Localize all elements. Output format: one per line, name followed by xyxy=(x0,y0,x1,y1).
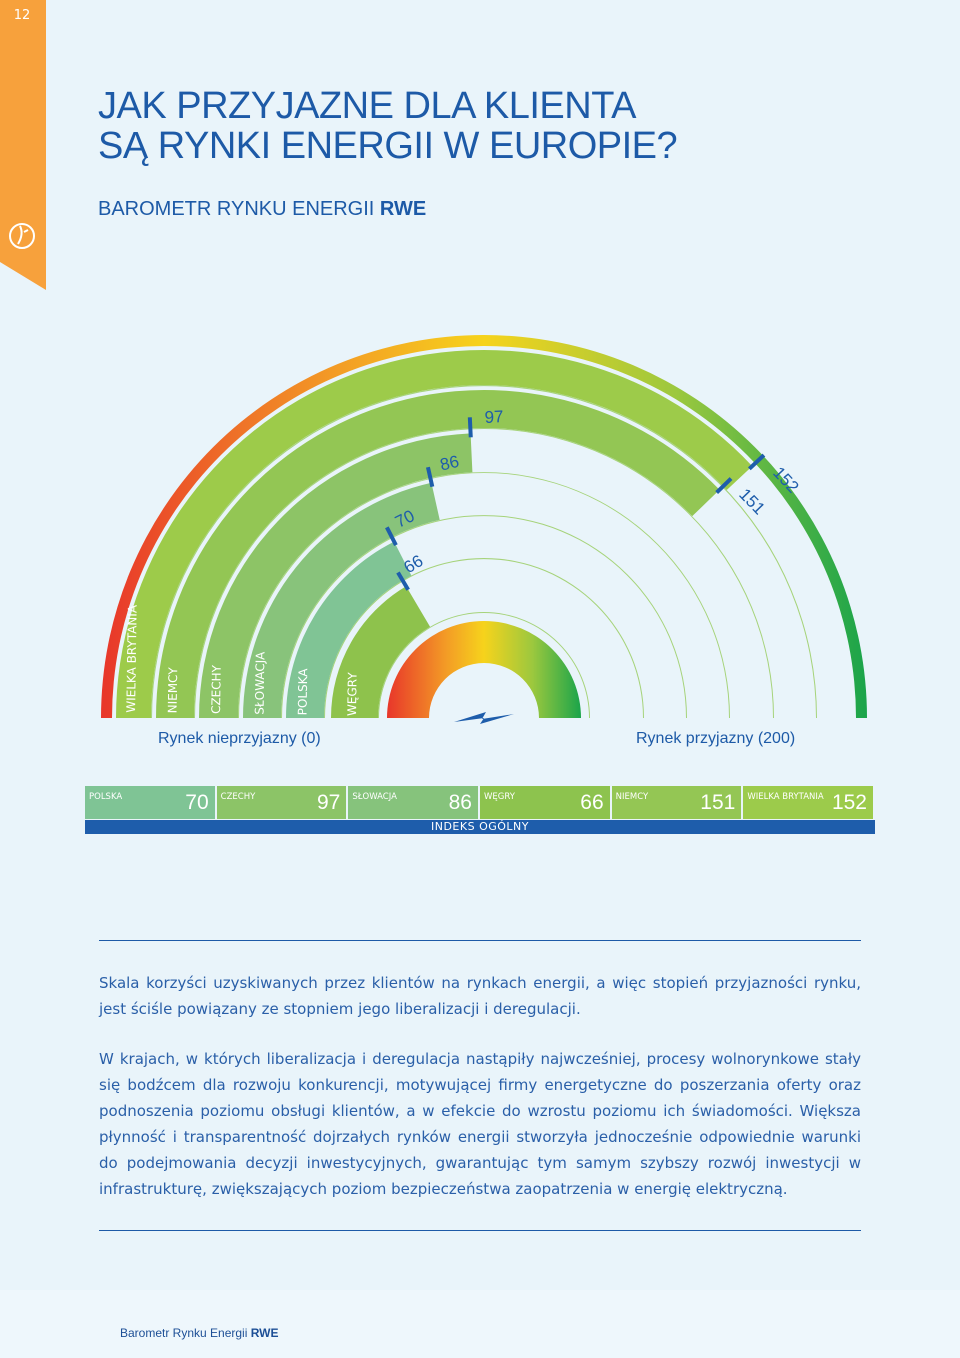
paragraph: W krajach, w których liberalizacja i der… xyxy=(99,1050,861,1198)
subtitle-text: BAROMETR RYNKU ENERGII xyxy=(98,198,375,220)
value-marker xyxy=(747,453,766,471)
index-value: 97 xyxy=(316,791,341,814)
index-value: 152 xyxy=(831,791,867,814)
arc-name: POLSKA xyxy=(296,668,311,716)
index-label: INDEKS OGÓLNY xyxy=(85,820,875,834)
footer-brand: RWE xyxy=(250,1326,279,1340)
paragraph: Skala korzyści uzyskiwanych przez klient… xyxy=(99,974,861,1018)
index-cell: CZECHY 97 xyxy=(216,786,347,819)
arc-bar xyxy=(156,390,720,718)
index-value: 151 xyxy=(700,791,736,814)
country: WIELKA BRYTANIA xyxy=(747,792,824,802)
min-label: Rynek nieprzyjazny (0) xyxy=(158,730,321,747)
arc-name: SŁOWACJA xyxy=(253,651,268,715)
country: POLSKA xyxy=(89,792,123,802)
subtitle-brand: RWE xyxy=(379,198,427,220)
index-value: 86 xyxy=(448,791,472,814)
subtitle: BAROMETR RYNKU ENERGII RWE xyxy=(98,198,426,221)
value-label: 86 xyxy=(438,452,461,475)
country: CZECHY xyxy=(220,792,256,802)
gauge-core xyxy=(387,621,581,718)
index-table: INDEKS OGÓLNY POLSKA 70 CZECHY 97 SŁOWACJA 86… xyxy=(85,786,875,835)
country: NIEMCY xyxy=(615,792,649,802)
index-cell: WIELKA BRYTANIA 152 xyxy=(743,786,873,819)
value-marker xyxy=(715,477,733,494)
index-value: 66 xyxy=(580,791,604,814)
value-label: 151 xyxy=(735,485,768,519)
index-cell: NIEMCY 151 xyxy=(611,786,742,819)
title: JAK PRZYJAZNE DLA KLIENTA SĄ RYNKI ENERG… xyxy=(98,85,678,167)
footer-text: Barometr Rynku Energii xyxy=(120,1326,248,1340)
index-cell: SŁOWACJA 86 xyxy=(348,786,478,819)
arc-name: NIEMCY xyxy=(166,667,181,714)
footer: Barometr Rynku Energii RWE xyxy=(120,1326,279,1340)
country: WĘGRY xyxy=(484,792,515,802)
arc-bar xyxy=(286,541,412,718)
value-marker xyxy=(396,571,410,591)
arc-name: WĘGRY xyxy=(345,672,360,717)
gauge-icon xyxy=(454,712,514,724)
country: SŁOWACJA xyxy=(352,792,397,802)
arc-name: CZECHY xyxy=(209,664,224,714)
rule xyxy=(99,940,861,941)
title-line: JAK PRZYJAZNE DLA KLIENTA xyxy=(98,85,636,127)
value-marker xyxy=(467,417,473,438)
rule xyxy=(99,1230,861,1231)
footer-band xyxy=(0,1290,960,1358)
index-cell: POLSKA 70 xyxy=(85,786,215,819)
page-number: 12 xyxy=(13,8,31,23)
title-line: SĄ RYNKI ENERGII W EUROPIE? xyxy=(98,125,678,167)
index-cell: WĘGRY 66 xyxy=(480,786,610,819)
value-label: 97 xyxy=(484,407,504,427)
value-marker xyxy=(425,466,435,488)
index-value: 70 xyxy=(185,791,209,814)
max-label: Rynek przyjazny (200) xyxy=(636,730,796,747)
value-marker xyxy=(385,526,398,547)
arc-name: WIELKA BRYTANIA xyxy=(124,604,140,713)
arc-bar xyxy=(199,433,473,718)
arc-bar xyxy=(243,482,440,718)
page-tab xyxy=(0,0,46,290)
arc-bar xyxy=(331,586,431,718)
arc-bar xyxy=(116,349,753,718)
